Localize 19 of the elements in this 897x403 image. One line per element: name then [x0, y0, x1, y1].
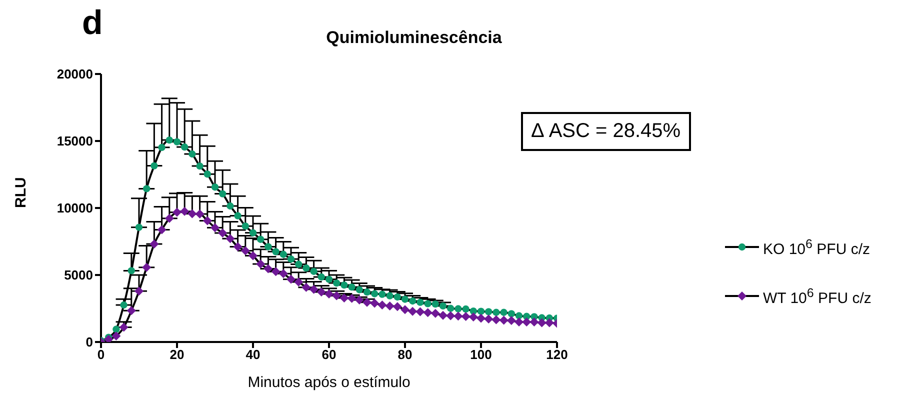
legend-label: WT 10$^{6}$ PFU c/z: [763, 286, 872, 306]
y-axis-title: RLU: [12, 177, 30, 208]
annotation: Δ ASC = 28.45%: [521, 112, 691, 151]
y-tick-label: 5000: [64, 268, 93, 283]
y-tick-label: 10000: [56, 200, 93, 216]
chart-title: Quimioluminescência: [325, 28, 503, 48]
x-tick-label: 20: [170, 347, 184, 362]
x-tick-label: 60: [322, 347, 336, 362]
x-tick-label: 0: [97, 347, 105, 362]
x-tick-label: 100: [470, 347, 492, 362]
x-tick-label: 120: [546, 347, 568, 362]
x-axis-title: Minutos após o estímulo: [248, 374, 410, 391]
x-tick-label: 40: [246, 347, 260, 362]
legend-label: KO 10$^{6}$ PFU c/z: [763, 236, 870, 258]
text: d: [82, 4, 103, 43]
y-tick-label: 20000: [56, 66, 93, 82]
y-tick-label: 0: [86, 334, 93, 350]
x-tick-label: 80: [398, 347, 412, 362]
y-tick-label: 15000: [56, 134, 93, 149]
